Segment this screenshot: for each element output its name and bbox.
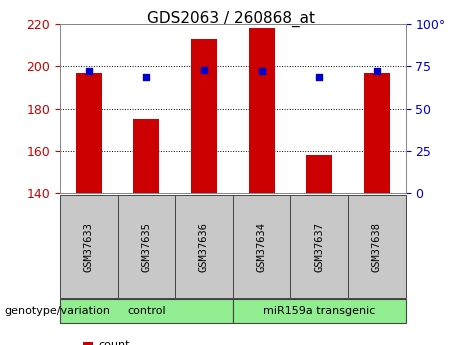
Point xyxy=(373,69,381,74)
Text: count: count xyxy=(99,341,130,345)
Text: GSM37636: GSM37636 xyxy=(199,222,209,272)
Text: GSM37638: GSM37638 xyxy=(372,222,382,272)
Text: GSM37635: GSM37635 xyxy=(142,222,151,272)
Text: GSM37634: GSM37634 xyxy=(257,222,266,272)
Text: GSM37637: GSM37637 xyxy=(314,222,324,272)
Point xyxy=(200,67,207,72)
Text: GDS2063 / 260868_at: GDS2063 / 260868_at xyxy=(147,10,314,27)
Point xyxy=(142,74,150,79)
Bar xyxy=(248,28,275,193)
Point xyxy=(315,74,323,79)
Bar xyxy=(306,155,332,193)
Point xyxy=(85,69,92,74)
Bar xyxy=(133,119,160,193)
Polygon shape xyxy=(81,303,91,320)
Bar xyxy=(76,73,102,193)
Bar xyxy=(364,73,390,193)
Text: genotype/variation: genotype/variation xyxy=(5,306,111,316)
Text: control: control xyxy=(127,306,165,316)
Bar xyxy=(191,39,217,193)
Text: GSM37633: GSM37633 xyxy=(84,222,94,272)
Text: miR159a transgenic: miR159a transgenic xyxy=(263,306,375,316)
Point xyxy=(258,69,266,74)
